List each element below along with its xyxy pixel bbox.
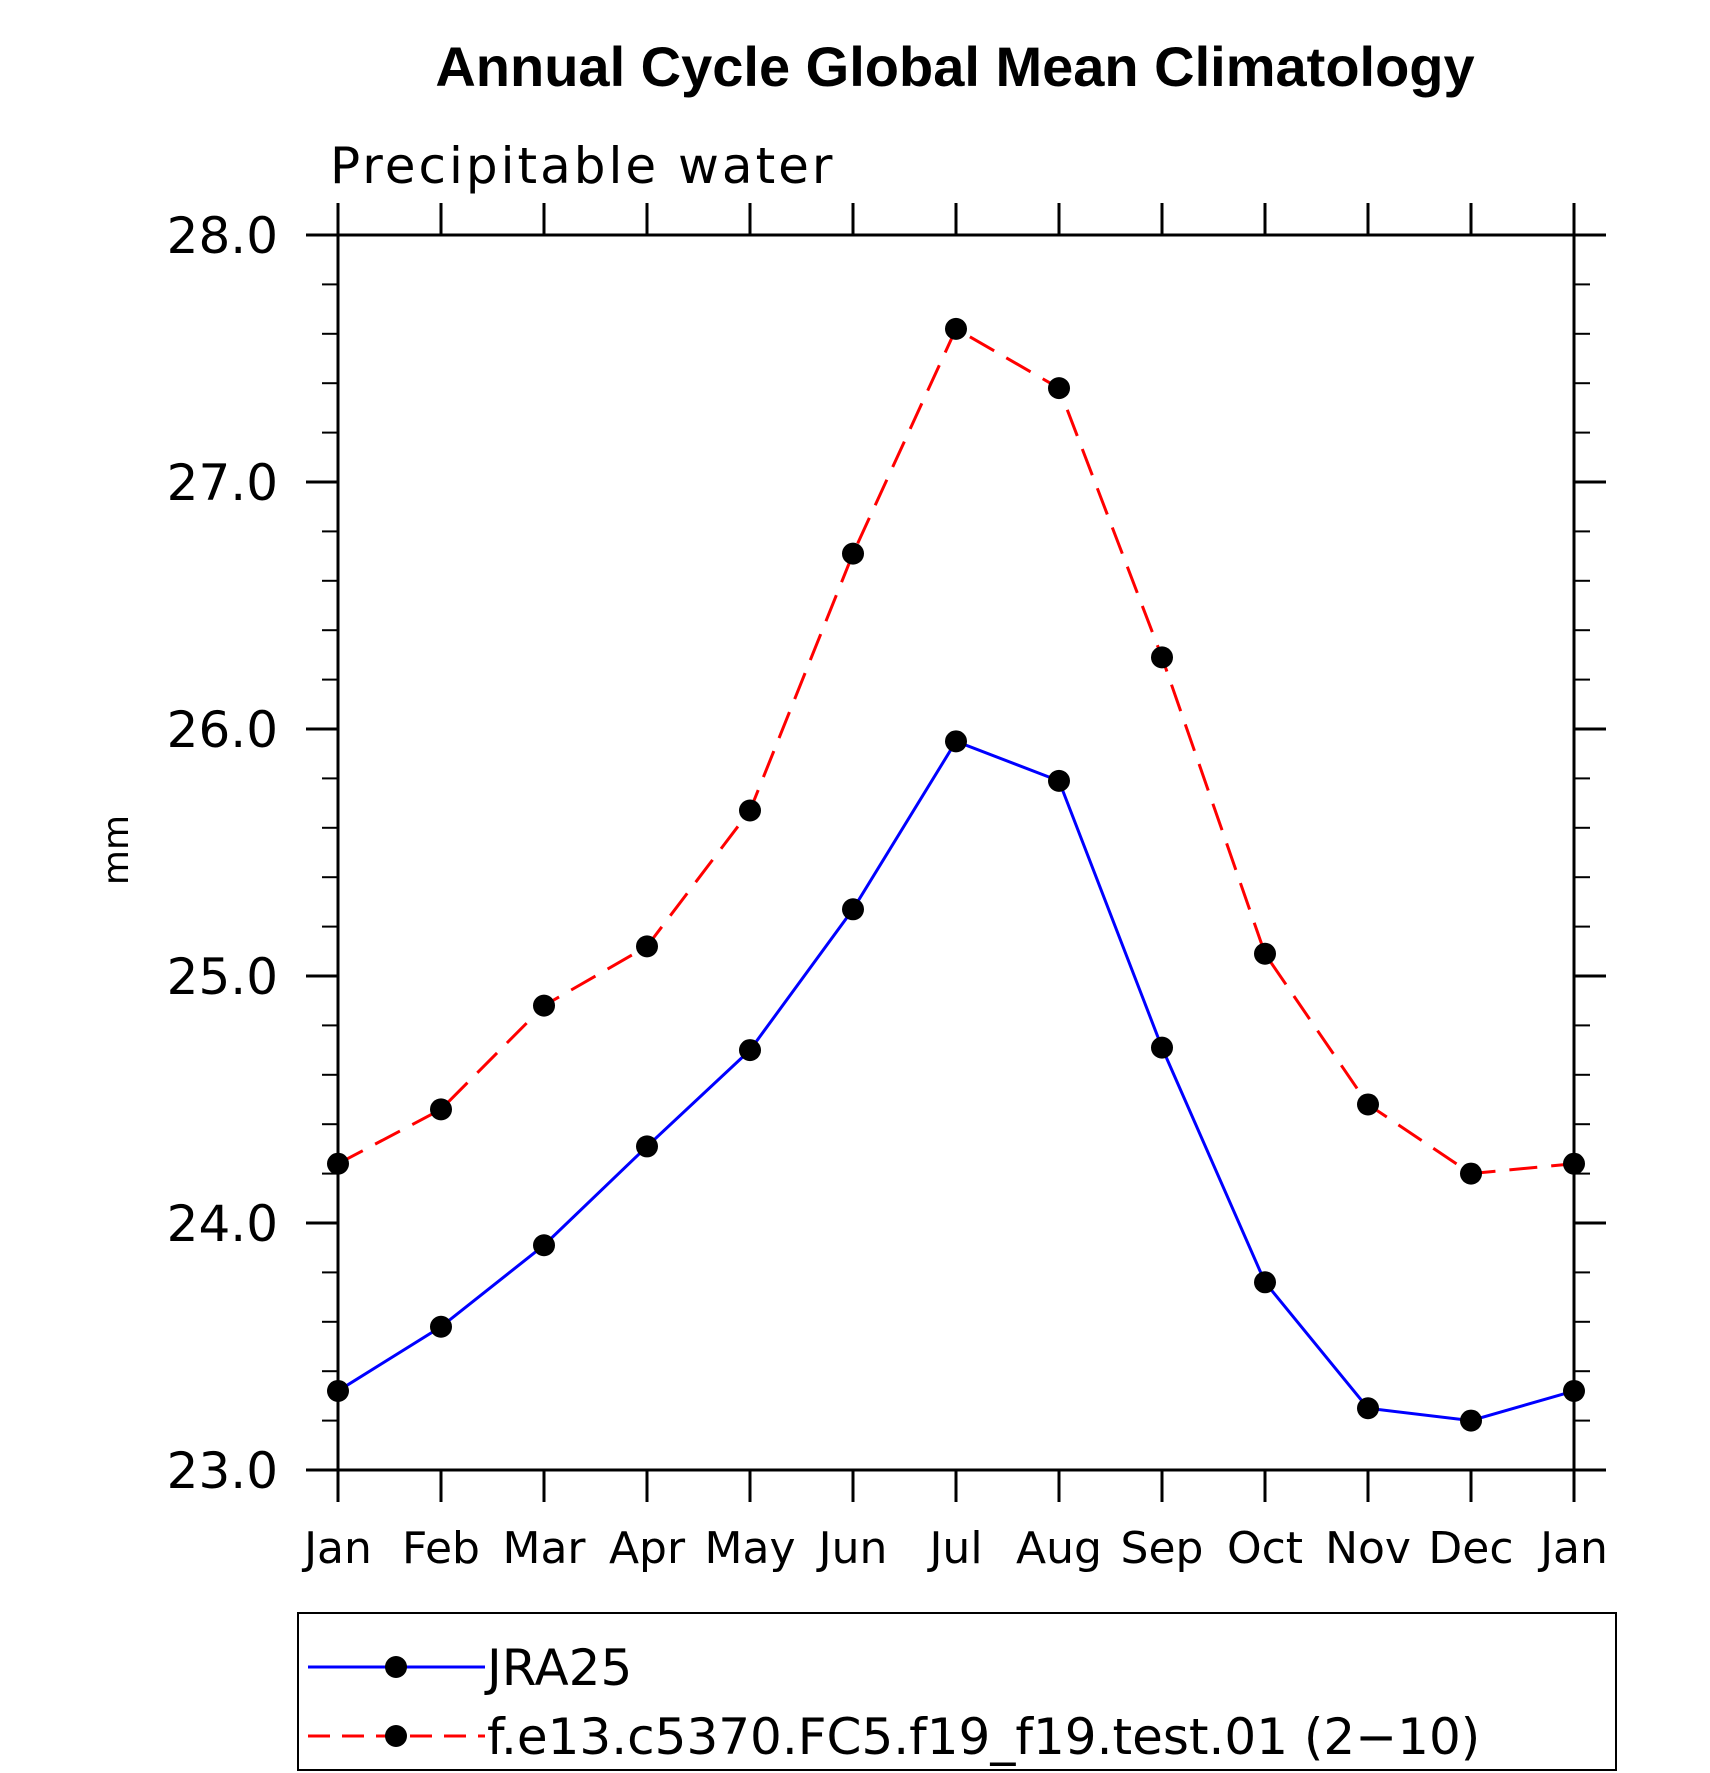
- chart-title: Annual Cycle Global Mean Climatology: [435, 35, 1474, 98]
- data-point: [1563, 1152, 1585, 1175]
- x-tick-label: Apr: [609, 1523, 686, 1574]
- data-point: [945, 730, 967, 753]
- plot-frame: [336, 233, 1576, 1472]
- series-line: [337, 739, 1575, 1423]
- x-tick-label: Dec: [1428, 1523, 1513, 1574]
- y-tick-label: 23.0: [167, 1442, 278, 1500]
- x-tick-label: Nov: [1325, 1523, 1411, 1574]
- data-point: [1151, 1036, 1173, 1059]
- data-point: [327, 1379, 349, 1402]
- y-tick-labels: 23.0 24.0 25.0 26.0 27.0 28.0: [167, 207, 278, 1500]
- data-point: [842, 898, 864, 921]
- data-point: [1048, 377, 1070, 400]
- x-tick-label: Jan: [1537, 1523, 1608, 1574]
- data-point: [842, 542, 864, 565]
- data-point: [1151, 646, 1173, 669]
- data-point: [1357, 1397, 1379, 1420]
- x-tick-label: May: [705, 1523, 796, 1574]
- x-tick-label: Jul: [926, 1523, 982, 1574]
- data-point: [327, 1152, 349, 1175]
- legend-item: f.e13.c5370.FC5.f19_f19.test.01 (2−10): [308, 1708, 1480, 1766]
- legend-label: JRA25: [484, 1639, 632, 1697]
- x-tick-label: Sep: [1121, 1523, 1204, 1574]
- x-tick-label: Mar: [502, 1523, 586, 1574]
- data-point: [1563, 1379, 1585, 1402]
- data-point: [1254, 1271, 1276, 1294]
- data-point: [533, 994, 555, 1017]
- x-tick-label: Oct: [1227, 1523, 1303, 1574]
- data-point: [430, 1098, 452, 1121]
- data-point: [533, 1234, 555, 1257]
- y-tick-label: 26.0: [167, 701, 278, 759]
- chart-subtitle: Precipitable water: [330, 137, 836, 195]
- x-tick-labels: Jan Feb Mar Apr May Jun Jul Aug Sep Oct Nov Dec Jan: [301, 1523, 1608, 1574]
- data-point: [1254, 942, 1276, 965]
- x-tick-label: Feb: [402, 1523, 480, 1574]
- legend-box: [297, 1612, 1617, 1771]
- data-point: [636, 935, 658, 958]
- axis-ticks: [306, 203, 1606, 1502]
- y-tick-label: 24.0: [167, 1195, 278, 1253]
- data-point: [636, 1135, 658, 1158]
- series-layer: [327, 317, 1585, 1432]
- data-point: [1048, 769, 1070, 792]
- data-point: [739, 1039, 761, 1062]
- legend-items: JRA25 f.e13.c5370.FC5.f19_f19.test.01 (2−…: [308, 1639, 1480, 1766]
- x-tick-label: Aug: [1016, 1523, 1102, 1574]
- data-point: [1460, 1409, 1482, 1432]
- y-tick-label: 28.0: [167, 207, 278, 265]
- legend: JRA25 f.e13.c5370.FC5.f19_f19.test.01 (2−…: [297, 1612, 1617, 1771]
- series-1: [327, 730, 1585, 1432]
- series-2: [327, 317, 1585, 1185]
- legend-marker: [385, 1656, 407, 1678]
- x-tick-label: Jun: [816, 1523, 888, 1574]
- x-tick-label: Jan: [301, 1523, 372, 1574]
- legend-label: f.e13.c5370.FC5.f19_f19.test.01 (2−10): [487, 1708, 1480, 1766]
- legend-item: JRA25: [308, 1639, 632, 1697]
- data-point: [945, 317, 967, 340]
- y-tick-label: 27.0: [167, 454, 278, 512]
- data-point: [430, 1315, 452, 1338]
- data-point: [1357, 1093, 1379, 1116]
- legend-marker: [385, 1725, 407, 1747]
- y-tick-label: 25.0: [167, 948, 278, 1006]
- y-axis-label: mm: [96, 815, 137, 885]
- data-point: [1460, 1162, 1482, 1185]
- data-point: [739, 799, 761, 822]
